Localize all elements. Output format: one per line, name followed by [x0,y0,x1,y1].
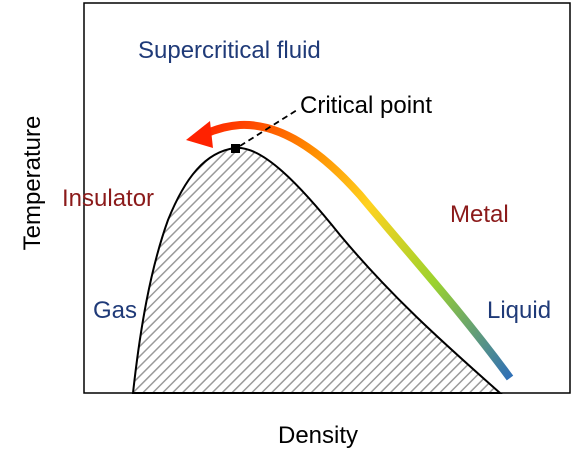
y-axis-label: Temperature [19,116,46,251]
x-axis-label: Density [278,422,358,449]
critical-point-leader [239,109,298,147]
coexistence-dome [131,146,503,394]
label-gas: Gas [93,297,137,324]
transition-arrow [203,120,514,381]
arrow-head [186,121,213,148]
label-metal: Metal [450,201,509,228]
critical-point-marker [231,144,240,153]
label-supercritical-fluid: Supercritical fluid [138,37,321,64]
label-insulator: Insulator [62,185,154,212]
label-liquid: Liquid [487,297,551,324]
label-critical-point: Critical point [300,92,432,119]
